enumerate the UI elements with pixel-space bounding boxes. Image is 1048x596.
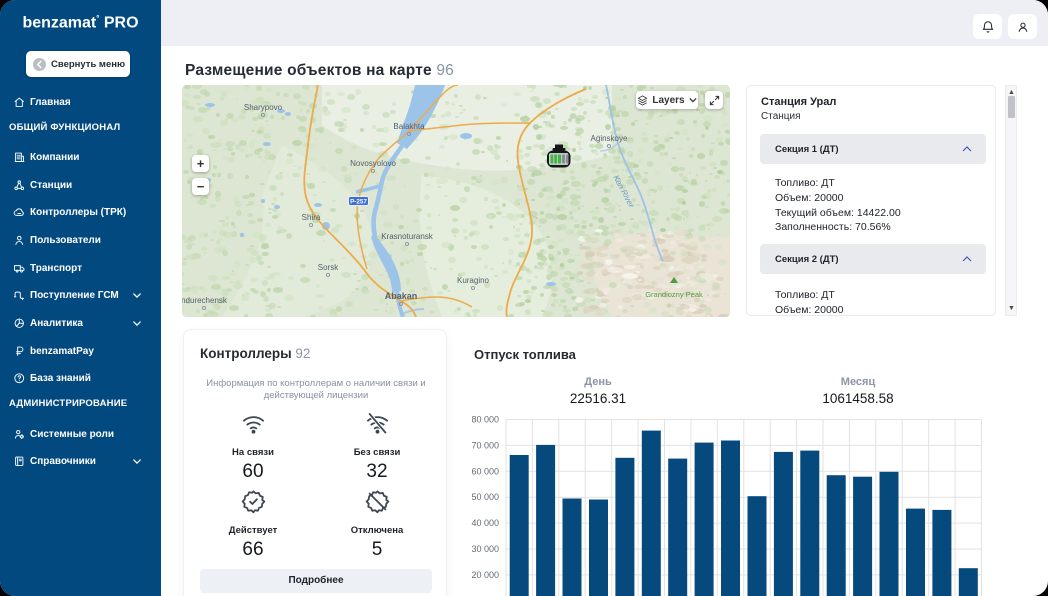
svg-text:80 000: 80 000 [471, 415, 499, 425]
svg-text:Grandiozny Peak: Grandiozny Peak [645, 290, 703, 299]
svg-text:Sharypovo: Sharypovo [244, 103, 283, 112]
svg-text:70 000: 70 000 [471, 440, 499, 450]
svg-text:Aginskoye: Aginskoye [591, 134, 628, 143]
svg-text:50 000: 50 000 [471, 492, 499, 502]
svg-text:Abakan: Abakan [385, 291, 418, 301]
svg-text:60 000: 60 000 [471, 466, 499, 476]
svg-text:Shira: Shira [302, 213, 321, 222]
svg-text:Sorsk: Sorsk [318, 263, 339, 272]
svg-text:20 000: 20 000 [471, 570, 499, 580]
svg-text:Novosyolovo: Novosyolovo [350, 159, 396, 168]
svg-text:30 000: 30 000 [471, 544, 499, 554]
svg-text:P-257: P-257 [350, 198, 367, 205]
svg-text:Krasnoturansk: Krasnoturansk [381, 232, 434, 241]
svg-text:Kuragino: Kuragino [457, 276, 490, 285]
svg-text:Balakhta: Balakhta [393, 122, 425, 131]
svg-text:40 000: 40 000 [471, 518, 499, 528]
svg-text:ndurechensk: ndurechensk [182, 296, 228, 305]
